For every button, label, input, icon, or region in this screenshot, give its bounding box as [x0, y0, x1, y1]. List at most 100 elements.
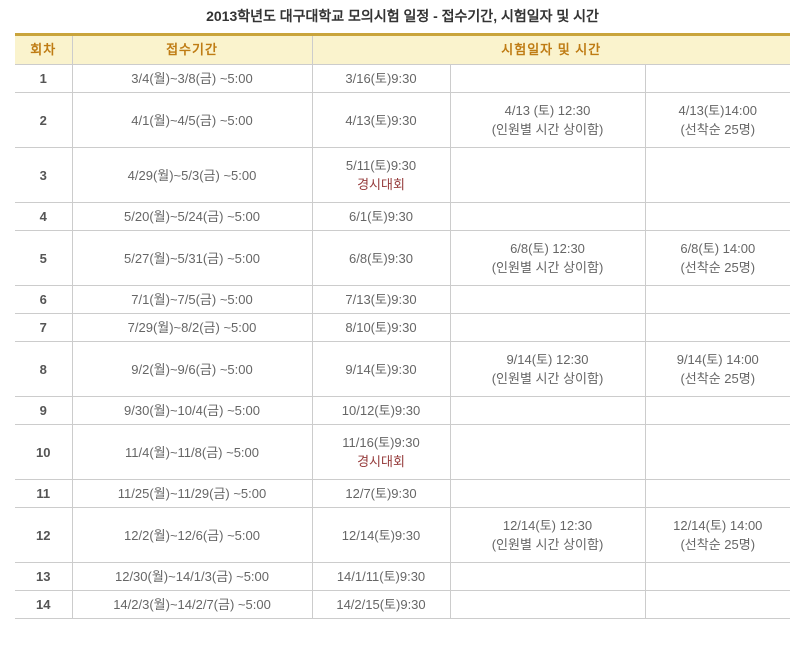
session2-detail: (인원별 시간 상이함)	[491, 122, 604, 137]
period-cell: 9/30(월)~10/4(금) ~5:00	[71, 396, 312, 425]
session3-cell: 6/8(토) 14:00 (선착순 25명)	[644, 230, 791, 286]
session2-cell	[449, 202, 645, 231]
period-cell: 14/2/3(월)~14/2/7(금) ~5:00	[71, 590, 312, 619]
session2-cell	[449, 562, 645, 591]
round-cell: 5	[15, 230, 72, 286]
registration-period: 4/1(월)~4/5(금) ~5:00	[131, 112, 253, 128]
round-cell: 3	[15, 147, 72, 203]
session2-cell: 4/13 (토) 12:30 (인원별 시간 상이함)	[449, 92, 645, 148]
session3-cell	[644, 147, 791, 203]
period-cell: 7/29(월)~8/2(금) ~5:00	[71, 313, 312, 342]
session3-detail: (선착순 25명)	[680, 537, 756, 552]
exam-datetime-cell: 14/2/15(토)9:30	[311, 590, 450, 619]
period-cell: 11/25(월)~11/29(금) ~5:00	[71, 479, 312, 508]
period-cell: 4/29(월)~5/3(금) ~5:00	[71, 147, 312, 203]
table-header-row: 회차 접수기간 시험일자 및 시간	[15, 33, 791, 65]
period-cell: 11/4(월)~11/8(금) ~5:00	[71, 424, 312, 480]
session3-cell	[644, 479, 791, 508]
round-cell: 8	[15, 341, 72, 397]
exam-datetime-cell: 6/1(토)9:30	[311, 202, 450, 231]
registration-period: 7/1(월)~7/5(금) ~5:00	[131, 292, 253, 307]
schedule-table-body: 1 3/4(월)~3/8(금) ~5:00 3/16(토)9:30 2 4/1(…	[15, 64, 791, 619]
table-row: 4 5/20(월)~5/24(금) ~5:00 6/1(토)9:30	[15, 202, 791, 231]
exam-datetime-cell: 8/10(토)9:30	[311, 313, 450, 342]
exam-datetime-cell: 5/11(토)9:30 경시대회	[311, 147, 450, 203]
round-cell: 6	[15, 285, 72, 314]
round-cell: 1	[15, 64, 72, 93]
schedule-page: 2013학년도 대구대학교 모의시험 일정 - 접수기간, 시험일자 및 시간 …	[15, 0, 791, 619]
session3-datetime: 12/14(토) 14:00	[673, 518, 763, 533]
session2-cell	[449, 147, 645, 203]
table-row: 12 12/2(월)~12/6(금) ~5:00 12/14(토)9:30 12…	[15, 507, 791, 563]
round-number: 6	[39, 292, 47, 307]
session3-datetime: 4/13(토)14:00	[678, 103, 757, 118]
registration-period: 4/29(월)~5/3(금) ~5:00	[127, 167, 257, 183]
registration-period: 3/4(월)~3/8(금) ~5:00	[131, 71, 253, 86]
round-cell: 2	[15, 92, 72, 148]
registration-period: 9/30(월)~10/4(금) ~5:00	[124, 403, 260, 418]
session3-cell: 4/13(토)14:00 (선착순 25명)	[644, 92, 791, 148]
round-number: 4	[39, 209, 47, 224]
session2-cell: 6/8(토) 12:30 (인원별 시간 상이함)	[449, 230, 645, 286]
table-row: 1 3/4(월)~3/8(금) ~5:00 3/16(토)9:30	[15, 64, 791, 93]
header-exam-datetime: 시험일자 및 시간	[311, 33, 791, 65]
round-number: 11	[36, 486, 51, 501]
table-row: 2 4/1(월)~4/5(금) ~5:00 4/13(토)9:30 4/13 (…	[15, 92, 791, 148]
session3-datetime: 9/14(토) 14:00	[676, 352, 759, 367]
exam-datetime-cell: 6/8(토)9:30	[311, 230, 450, 286]
session3-cell	[644, 562, 791, 591]
exam-datetime: 12/14(토)9:30	[341, 527, 421, 543]
round-cell: 13	[15, 562, 72, 591]
contest-note: 경시대회	[357, 177, 405, 192]
table-row: 6 7/1(월)~7/5(금) ~5:00 7/13(토)9:30	[15, 285, 791, 314]
exam-datetime-cell: 12/7(토)9:30	[311, 479, 450, 508]
round-number: 12	[36, 527, 51, 543]
session3-cell	[644, 590, 791, 619]
table-row: 5 5/27(월)~5/31(금) ~5:00 6/8(토)9:30 6/8(토…	[15, 230, 791, 286]
exam-datetime: 6/1(토)9:30	[349, 209, 413, 224]
session2-cell	[449, 590, 645, 619]
period-cell: 3/4(월)~3/8(금) ~5:00	[71, 64, 312, 93]
session3-detail: (선착순 25명)	[680, 371, 756, 386]
session2-datetime: 4/13 (토) 12:30	[504, 103, 591, 118]
session3-cell	[644, 285, 791, 314]
exam-datetime: 4/13(토)9:30	[345, 112, 417, 128]
session2-cell	[449, 396, 645, 425]
exam-datetime-cell: 10/12(토)9:30	[311, 396, 450, 425]
session2-cell	[449, 479, 645, 508]
registration-period: 9/2(월)~9/6(금) ~5:00	[131, 361, 253, 377]
exam-datetime: 9/14(토)9:30	[345, 361, 417, 377]
round-cell: 14	[15, 590, 72, 619]
header-round: 회차	[15, 33, 72, 65]
session3-cell	[644, 64, 791, 93]
registration-period: 11/4(월)~11/8(금) ~5:00	[124, 444, 259, 460]
round-number: 9	[39, 403, 47, 418]
table-row: 11 11/25(월)~11/29(금) ~5:00 12/7(토)9:30	[15, 479, 791, 508]
exam-datetime: 7/13(토)9:30	[345, 292, 417, 307]
round-cell: 9	[15, 396, 72, 425]
round-cell: 11	[15, 479, 72, 508]
round-cell: 10	[15, 424, 72, 480]
exam-datetime: 3/16(토)9:30	[345, 71, 417, 86]
period-cell: 12/2(월)~12/6(금) ~5:00	[71, 507, 312, 563]
round-number: 14	[36, 597, 51, 612]
session2-cell	[449, 64, 645, 93]
registration-period: 12/2(월)~12/6(금) ~5:00	[124, 527, 260, 543]
table-row: 9 9/30(월)~10/4(금) ~5:00 10/12(토)9:30	[15, 396, 791, 425]
registration-period: 12/30(월)~14/1/3(금) ~5:00	[114, 569, 269, 584]
session2-cell	[449, 424, 645, 480]
session3-cell	[644, 396, 791, 425]
round-number: 13	[36, 569, 51, 584]
round-cell: 12	[15, 507, 72, 563]
period-cell: 5/20(월)~5/24(금) ~5:00	[71, 202, 312, 231]
table-row: 7 7/29(월)~8/2(금) ~5:00 8/10(토)9:30	[15, 313, 791, 342]
page-title: 2013학년도 대구대학교 모의시험 일정 - 접수기간, 시험일자 및 시간	[206, 8, 599, 24]
exam-datetime-cell: 7/13(토)9:30	[311, 285, 450, 314]
session2-datetime: 12/14(토) 12:30	[502, 518, 593, 533]
exam-datetime: 14/2/15(토)9:30	[336, 597, 426, 612]
exam-datetime: 5/11(토)9:30	[345, 158, 417, 173]
period-cell: 5/27(월)~5/31(금) ~5:00	[71, 230, 312, 286]
exam-datetime-cell: 11/16(토)9:30 경시대회	[311, 424, 450, 480]
round-number: 8	[39, 361, 47, 377]
registration-period: 14/2/3(월)~14/2/7(금) ~5:00	[113, 597, 271, 612]
